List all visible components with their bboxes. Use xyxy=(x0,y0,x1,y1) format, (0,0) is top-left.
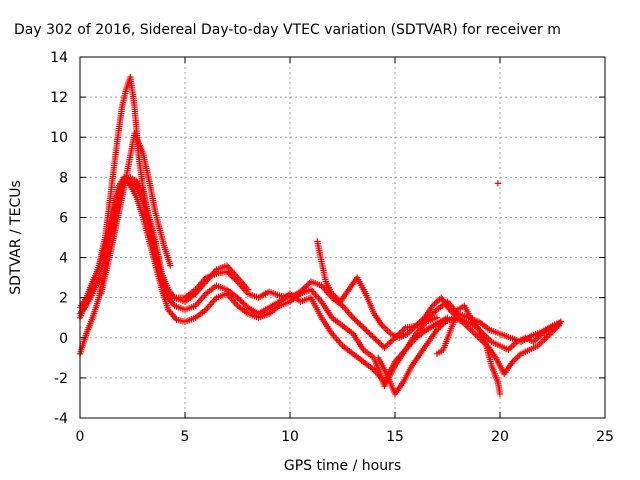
data-marks xyxy=(76,73,565,398)
data-point xyxy=(557,318,565,325)
data-point xyxy=(384,341,391,349)
data-point xyxy=(430,309,438,316)
data-point xyxy=(361,325,369,333)
data-point xyxy=(400,325,408,333)
data-point xyxy=(366,330,373,337)
chart-title: Day 302 of 2016, Sidereal Day-to-day VTE… xyxy=(14,22,561,38)
data-point xyxy=(387,338,394,346)
data-point xyxy=(376,340,384,347)
y-tick-label: 6 xyxy=(59,210,68,226)
data-point xyxy=(241,301,249,309)
x-axis-title: GPS time / hours xyxy=(284,458,401,474)
data-point xyxy=(240,300,247,307)
x-tick-label: 5 xyxy=(181,429,190,445)
data-point xyxy=(367,331,375,339)
plot-frame xyxy=(79,56,606,419)
y-tick-label: 12 xyxy=(50,90,68,106)
data-point xyxy=(385,340,393,347)
data-point xyxy=(370,334,378,341)
data-point xyxy=(378,341,385,349)
data-point xyxy=(381,344,388,352)
data-point xyxy=(364,328,372,336)
data-point xyxy=(375,338,382,346)
y-axis-ticks: -4 -2 0 2 4 6 8 10 12 14 xyxy=(50,50,605,427)
data-point xyxy=(349,314,357,321)
data-point xyxy=(496,390,504,398)
data-point xyxy=(363,327,370,334)
y-tick-label: 2 xyxy=(59,291,68,307)
grid-lines xyxy=(80,57,605,418)
data-point xyxy=(352,317,360,324)
y-tick-label: 4 xyxy=(59,251,68,267)
data-point xyxy=(372,336,379,343)
data-point xyxy=(494,180,502,187)
data-point xyxy=(237,297,244,304)
data-point xyxy=(304,281,312,288)
data-point xyxy=(373,337,381,344)
data-point xyxy=(360,324,367,331)
data-point xyxy=(432,307,439,315)
data-point xyxy=(357,321,364,329)
data-point xyxy=(300,285,307,292)
y-tick-label: 8 xyxy=(59,170,68,186)
data-point xyxy=(167,262,174,269)
x-tick-label: 10 xyxy=(281,429,299,445)
x-tick-label: 15 xyxy=(386,429,404,445)
y-axis-title: SDTVAR / TECUs xyxy=(8,180,24,295)
data-point xyxy=(243,303,250,310)
x-tick-label: 20 xyxy=(491,429,509,445)
y-tick-label: 10 xyxy=(50,130,68,146)
data-point xyxy=(388,337,396,344)
y-tick-label: -4 xyxy=(54,411,68,427)
y-tick-label: -2 xyxy=(54,371,68,387)
data-point xyxy=(234,294,241,301)
data-point xyxy=(354,318,361,326)
x-tick-label: 25 xyxy=(596,429,614,445)
data-point xyxy=(238,298,246,306)
data-point xyxy=(399,327,406,334)
data-point xyxy=(369,333,376,340)
data-point xyxy=(382,343,390,350)
y-tick-label: 14 xyxy=(50,50,68,66)
x-axis-ticks: 0 5 10 15 20 25 xyxy=(76,57,614,445)
data-point xyxy=(355,320,363,327)
data-point xyxy=(244,286,252,293)
x-tick-label: 0 xyxy=(76,429,85,445)
data-point xyxy=(351,315,358,323)
data-point xyxy=(433,314,441,321)
data-point xyxy=(358,323,366,330)
y-tick-label: 0 xyxy=(59,331,68,347)
data-point xyxy=(235,295,243,303)
data-point xyxy=(306,279,313,287)
